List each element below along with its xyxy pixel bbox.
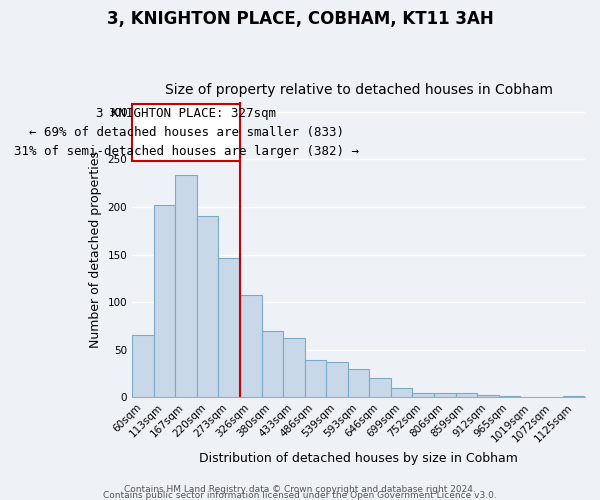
Bar [175,174,197,398]
Bar [218,258,240,398]
Text: 3, KNIGHTON PLACE, COBHAM, KT11 3AH: 3, KNIGHTON PLACE, COBHAM, KT11 3AH [107,10,493,28]
Bar [477,396,499,398]
Bar [370,378,391,398]
Bar [563,396,585,398]
X-axis label: Distribution of detached houses by size in Cobham: Distribution of detached houses by size … [199,452,518,465]
Bar [262,330,283,398]
Title: Size of property relative to detached houses in Cobham: Size of property relative to detached ho… [164,83,553,97]
Bar [154,205,175,398]
Text: Contains public sector information licensed under the Open Government Licence v3: Contains public sector information licen… [103,490,497,500]
Bar [434,394,455,398]
Bar [326,362,348,398]
Bar [391,388,412,398]
Bar [305,360,326,398]
Bar [412,394,434,398]
Bar [455,394,477,398]
Bar [499,396,520,398]
Bar [348,368,370,398]
Text: Contains HM Land Registry data © Crown copyright and database right 2024.: Contains HM Land Registry data © Crown c… [124,485,476,494]
Text: 3 KNIGHTON PLACE: 327sqm
← 69% of detached houses are smaller (833)
31% of semi-: 3 KNIGHTON PLACE: 327sqm ← 69% of detach… [14,108,359,158]
Bar [283,338,305,398]
Y-axis label: Number of detached properties: Number of detached properties [89,152,102,348]
Bar [197,216,218,398]
Bar [132,336,154,398]
Bar [240,294,262,398]
FancyBboxPatch shape [132,104,240,162]
